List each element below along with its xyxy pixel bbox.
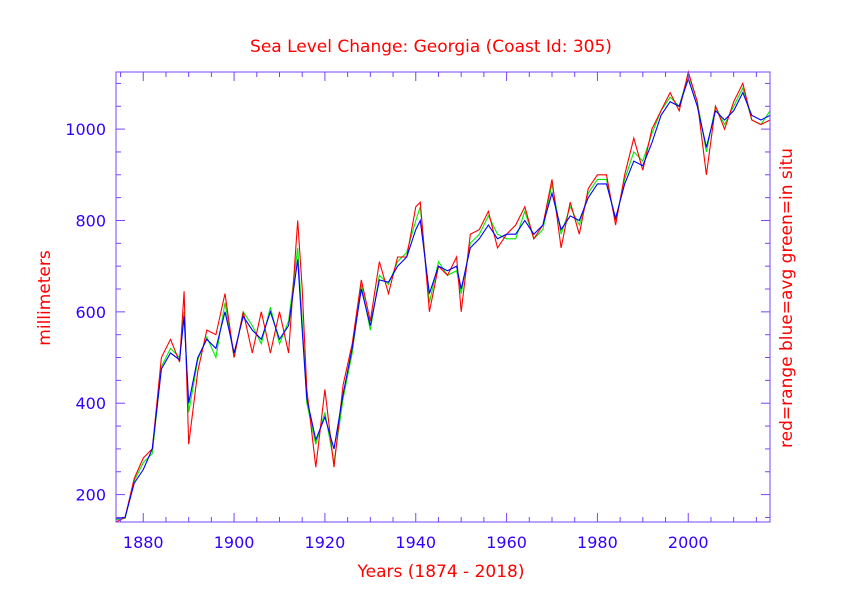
x-axis-label: Years (1874 - 2018) bbox=[357, 562, 525, 582]
x-tick-label: 1920 bbox=[305, 533, 346, 552]
in-situ-series-line bbox=[115, 72, 771, 521]
chart-title: Sea Level Change: Georgia (Coast Id: 305… bbox=[250, 37, 612, 57]
x-tick-label: 1940 bbox=[395, 533, 436, 552]
y-tick-label: 1000 bbox=[65, 120, 106, 139]
y-tick-label: 200 bbox=[75, 486, 106, 505]
series-legend-label: red=range blue=avg green=in situ bbox=[777, 148, 797, 448]
y-tick-label: 400 bbox=[75, 394, 106, 413]
x-tick-label: 1960 bbox=[486, 533, 527, 552]
y-tick-label: 600 bbox=[75, 303, 106, 322]
x-tick-label: 1900 bbox=[214, 533, 255, 552]
avg-series-line bbox=[115, 77, 771, 519]
x-tick-label: 1980 bbox=[577, 533, 618, 552]
range-series-line bbox=[115, 69, 771, 523]
plot-area: 1880 1900 1920 1940 1960 1980 2000 200 400 600 800… bbox=[65, 69, 771, 552]
x-tick-label: 1880 bbox=[123, 533, 164, 552]
y-axis-label: millimeters bbox=[35, 250, 55, 346]
y-tick-label: 800 bbox=[75, 211, 106, 230]
x-tick-label: 2000 bbox=[668, 533, 709, 552]
plot-frame bbox=[115, 71, 771, 523]
